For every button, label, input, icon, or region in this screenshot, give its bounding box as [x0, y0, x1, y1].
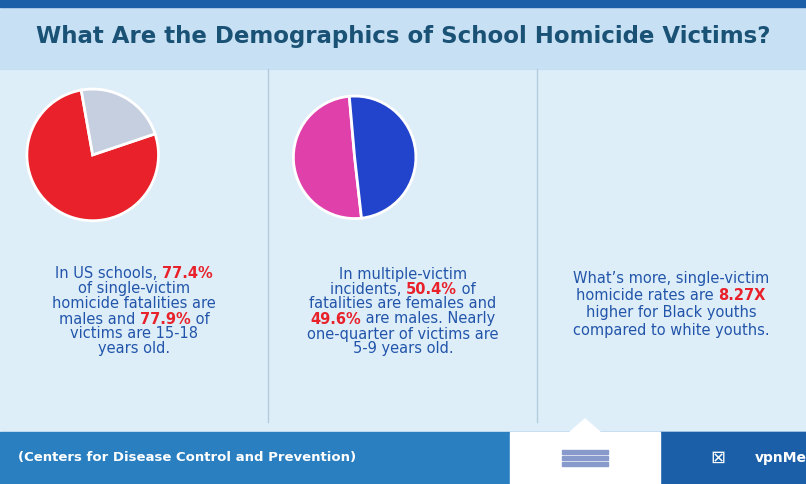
- Wedge shape: [293, 96, 362, 219]
- Text: incidents,: incidents,: [330, 282, 406, 297]
- Polygon shape: [510, 432, 660, 484]
- Text: 77.4%: 77.4%: [162, 267, 213, 282]
- Bar: [660, 432, 806, 484]
- Text: What’s more, single-victim: What’s more, single-victim: [573, 272, 769, 287]
- Bar: [562, 462, 608, 466]
- Text: of: of: [190, 312, 210, 327]
- Bar: [562, 450, 608, 454]
- Text: homicide rates are: homicide rates are: [576, 288, 718, 303]
- Bar: [0, 0, 806, 7]
- Bar: [0, 432, 806, 484]
- Bar: [0, 7, 806, 69]
- Text: 77.9%: 77.9%: [139, 312, 190, 327]
- Text: 8.27X: 8.27X: [718, 288, 766, 303]
- Text: What Are the Demographics of School Homicide Victims?: What Are the Demographics of School Homi…: [35, 26, 771, 48]
- Text: (Centers for Disease Control and Prevention): (Centers for Disease Control and Prevent…: [18, 452, 356, 465]
- Text: males and: males and: [59, 312, 139, 327]
- Text: homicide fatalities are: homicide fatalities are: [52, 297, 216, 312]
- Polygon shape: [570, 419, 600, 432]
- Text: of single-victim: of single-victim: [78, 282, 190, 297]
- Wedge shape: [349, 96, 416, 218]
- Text: ⊠: ⊠: [710, 449, 725, 467]
- Wedge shape: [81, 89, 155, 155]
- Text: 49.6%: 49.6%: [310, 312, 361, 327]
- Text: 5-9 years old.: 5-9 years old.: [353, 342, 453, 357]
- Text: In multiple-victim: In multiple-victim: [339, 267, 467, 282]
- Text: vpnMentor: vpnMentor: [755, 451, 806, 465]
- Wedge shape: [27, 90, 159, 221]
- Text: compared to white youths.: compared to white youths.: [573, 322, 769, 337]
- Bar: [562, 456, 608, 460]
- Text: victims are 15-18: victims are 15-18: [70, 327, 198, 342]
- Text: 50.4%: 50.4%: [406, 282, 457, 297]
- Text: one-quarter of victims are: one-quarter of victims are: [307, 327, 499, 342]
- Text: In US schools,: In US schools,: [55, 267, 162, 282]
- Text: of: of: [457, 282, 476, 297]
- Text: higher for Black youths: higher for Black youths: [586, 305, 756, 320]
- Text: are males. Nearly: are males. Nearly: [361, 312, 496, 327]
- Text: fatalities are females and: fatalities are females and: [310, 297, 496, 312]
- Text: years old.: years old.: [98, 342, 170, 357]
- Bar: [0, 69, 806, 432]
